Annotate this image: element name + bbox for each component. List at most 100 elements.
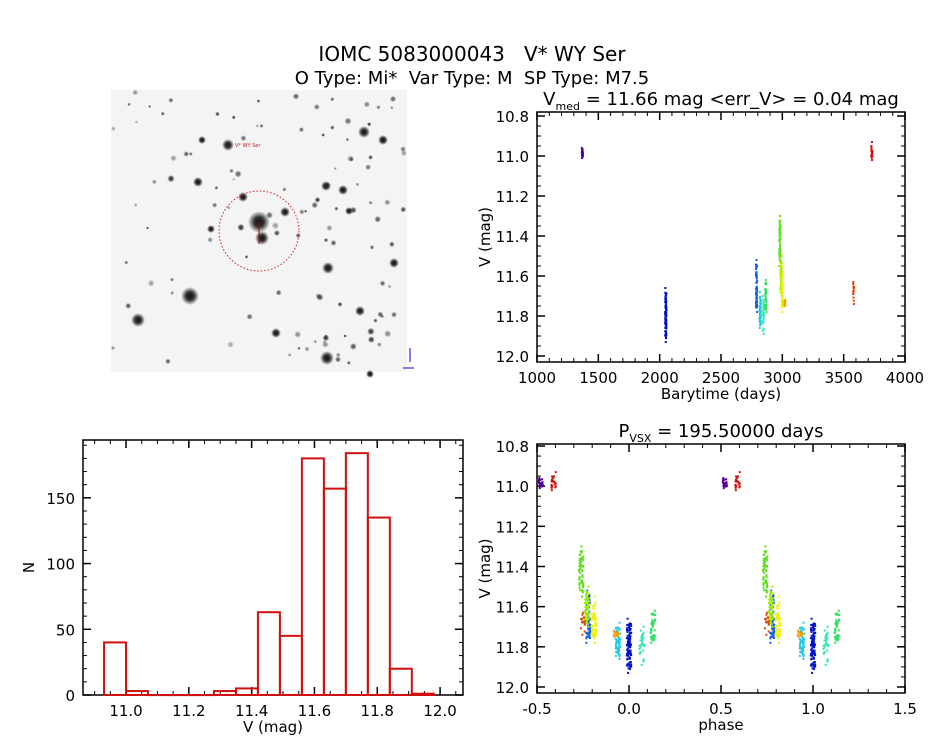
- phased-x-tick-label: 0.0: [617, 700, 641, 718]
- phased-point: [767, 622, 770, 625]
- phased-point: [550, 480, 553, 483]
- phased-point: [581, 582, 584, 585]
- phased-x-tick-label: -0.5: [522, 700, 551, 718]
- lightcurve-point: [781, 291, 784, 294]
- phased-point: [649, 636, 652, 639]
- star: [363, 101, 371, 108]
- phased-title: PVSX = 195.50000 days: [619, 421, 824, 445]
- histogram-plot: 11.0 11.2 11.4 11.6 11.8 12.0 0 50 100 150 V (mag)…: [20, 439, 464, 736]
- lightcurve-point: [764, 304, 767, 307]
- phased-point: [776, 628, 779, 631]
- star: [134, 120, 139, 124]
- phased-point: [768, 617, 771, 620]
- lightcurve-point: [759, 319, 762, 322]
- lightcurve-point: [755, 306, 758, 309]
- phased-point: [725, 482, 728, 485]
- phased-point: [554, 471, 557, 474]
- phased-point: [583, 619, 586, 622]
- lightcurve-point: [780, 261, 783, 264]
- phased-point: [772, 628, 775, 631]
- phased-point: [777, 624, 780, 627]
- lightcurve-point: [778, 228, 781, 231]
- phased-point: [812, 657, 815, 660]
- phased-point: [643, 645, 646, 648]
- phased-point: [837, 609, 840, 612]
- lightcurve-point: [783, 301, 786, 304]
- phased-point: [836, 620, 839, 623]
- phased-point: [582, 555, 585, 558]
- lightcurve-point: [764, 287, 767, 290]
- lightcurve-point: [764, 298, 767, 301]
- lightcurve-point: [664, 330, 667, 333]
- lightcurve-point: [779, 225, 782, 228]
- phased-point: [812, 649, 815, 652]
- lightcurve-point: [755, 272, 758, 275]
- phased-point: [585, 637, 588, 640]
- lightcurve-point: [852, 285, 855, 288]
- phased-point: [763, 560, 766, 563]
- star: [390, 106, 394, 110]
- phased-point: [587, 597, 590, 600]
- star: [366, 370, 374, 378]
- phased-x-tick-label: 1.5: [893, 700, 917, 718]
- phased-point: [625, 664, 628, 667]
- phased-point: [802, 655, 805, 658]
- phased-point: [770, 592, 773, 595]
- phased-point: [770, 595, 773, 598]
- phased-point: [826, 649, 829, 652]
- phased-point: [771, 625, 774, 628]
- phased-point: [765, 557, 768, 560]
- phased-point: [764, 579, 767, 582]
- phased-point: [627, 667, 630, 670]
- phased-point: [639, 644, 642, 647]
- phased-point: [627, 637, 630, 640]
- phased-point: [813, 631, 816, 634]
- phased-point: [774, 617, 777, 620]
- phased-point: [653, 635, 656, 638]
- phased-point: [581, 557, 584, 560]
- lightcurve-point: [779, 274, 782, 277]
- star: [326, 225, 333, 232]
- histogram-frame: [82, 439, 464, 696]
- phased-point: [774, 632, 777, 635]
- star: [244, 255, 249, 259]
- phased-point: [811, 626, 814, 629]
- phased-point: [550, 484, 553, 487]
- phased-point: [838, 618, 841, 621]
- phased-point: [738, 471, 741, 474]
- histogram-y-tick-label: 50: [56, 621, 75, 639]
- phased-point: [725, 483, 728, 486]
- lightcurve-point: [781, 293, 784, 296]
- phased-point: [799, 646, 802, 649]
- lightcurve-point: [762, 311, 765, 314]
- phased-point: [763, 627, 766, 630]
- phased-frame: [536, 443, 906, 694]
- phased-point: [810, 649, 813, 652]
- phased-point: [629, 628, 632, 631]
- phased-point: [618, 638, 621, 641]
- lightcurve-x-tick-label: 3500: [825, 369, 863, 387]
- phased-point: [585, 601, 588, 604]
- phased-point: [772, 598, 775, 601]
- phased-point: [825, 640, 828, 643]
- phased-point: [550, 489, 553, 492]
- phased-point: [629, 622, 632, 625]
- phased-point: [628, 625, 631, 628]
- phased-point: [801, 639, 804, 642]
- phased-point: [765, 582, 768, 585]
- phased-point: [627, 663, 630, 666]
- lightcurve-point: [759, 307, 762, 310]
- phased-point: [541, 483, 544, 486]
- phased-point: [651, 639, 654, 642]
- phased-point: [797, 629, 800, 632]
- lightcurve-point: [665, 325, 668, 328]
- phased-point: [587, 619, 590, 622]
- phased-point: [803, 632, 806, 635]
- phased-point: [762, 567, 765, 570]
- phased-point: [824, 663, 827, 666]
- phased-point: [640, 663, 643, 666]
- lightcurve-point: [665, 309, 668, 312]
- phased-point: [626, 623, 629, 626]
- lightcurve-point: [779, 245, 782, 248]
- phased-point: [628, 633, 631, 636]
